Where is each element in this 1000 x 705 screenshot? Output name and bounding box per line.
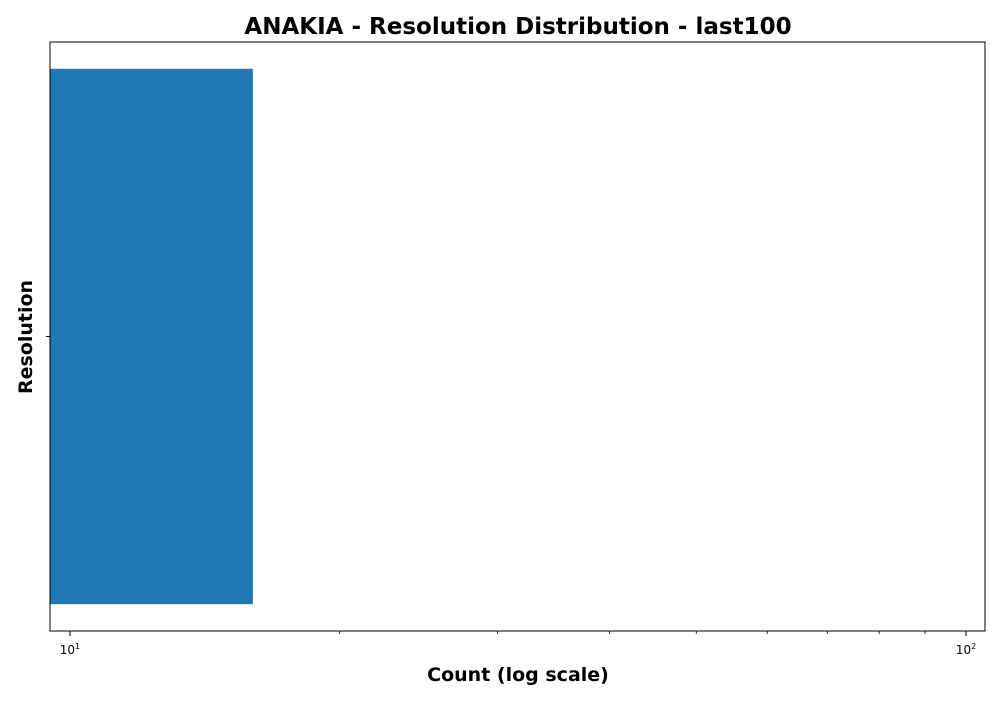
x-tick-label: 102: [956, 642, 976, 657]
bar: [50, 68, 253, 605]
x-tick-label: 101: [60, 642, 80, 657]
y-axis-label: Resolution: [15, 280, 37, 394]
chart-title: ANAKIA - Resolution Distribution - last1…: [244, 14, 791, 40]
x-axis-label: Count (log scale): [427, 664, 609, 686]
plot-area: 101 102: [46, 41, 986, 657]
plot-frame: [49, 41, 986, 632]
